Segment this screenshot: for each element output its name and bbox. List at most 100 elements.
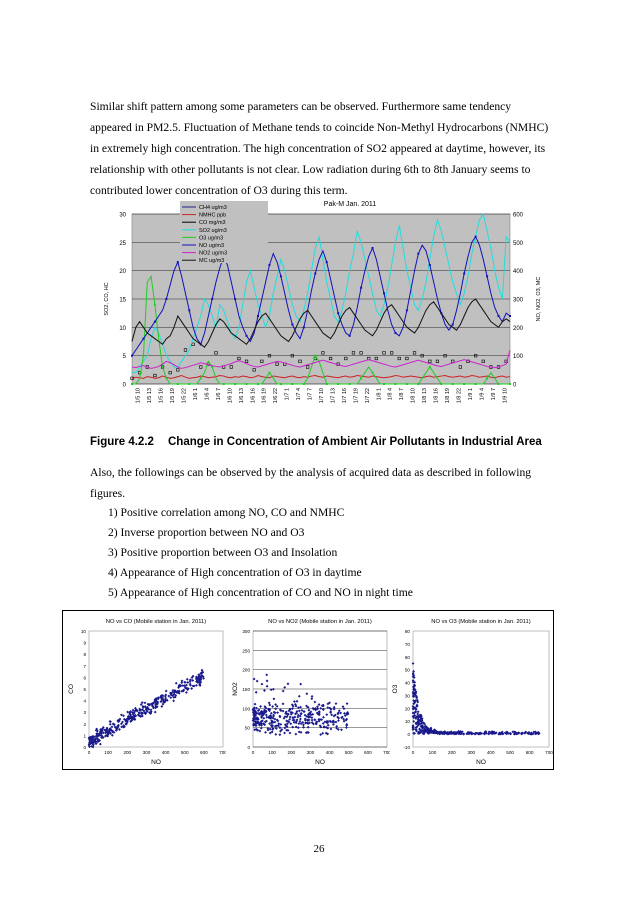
y-tick: 30: [405, 693, 411, 698]
y-tick-right: 300: [513, 298, 524, 304]
scatter-point: [411, 680, 415, 684]
scatter-point: [271, 716, 275, 720]
scatter-point: [195, 683, 198, 687]
scatter-point: [169, 693, 173, 697]
series-point: [130, 376, 134, 380]
scatter-point: [271, 727, 275, 731]
scatter-point: [414, 710, 418, 714]
scatter-point: [264, 713, 268, 717]
x-tick-label: 1/8 4: [388, 388, 394, 400]
series-point: [481, 359, 485, 363]
scatter-point: [281, 689, 285, 693]
series-marker: [371, 371, 374, 374]
scatter-point: [290, 703, 294, 707]
scatter-point: [414, 728, 418, 732]
scatter-point: [259, 720, 263, 723]
scatter-point: [411, 726, 415, 730]
scatter-point: [411, 724, 415, 728]
scatter-point: [262, 711, 266, 715]
scatter-point: [303, 713, 307, 717]
time-series-chart: Pak-M Jan. 20110510152025300100200300400…: [104, 201, 542, 403]
series-point: [260, 359, 264, 363]
scatter-point: [337, 709, 341, 713]
scatter-point: [414, 726, 418, 730]
y-tick: 8: [83, 652, 86, 657]
scatter-point: [133, 709, 137, 713]
scatter-point: [299, 711, 303, 715]
x-tick: 500: [506, 750, 514, 755]
scatter-point: [426, 729, 430, 732]
scatter-point: [289, 710, 293, 714]
y-tick: 40: [405, 681, 411, 686]
scatter-point: [330, 713, 334, 717]
series-marker: [360, 377, 363, 380]
scatter-point: [312, 722, 315, 726]
x-tick-label: 1/5 10: [136, 388, 142, 403]
x-tick: 200: [287, 750, 295, 755]
scatter-point: [505, 730, 509, 734]
scatter-point: [437, 730, 441, 734]
y-tick-right: 200: [513, 326, 524, 332]
scatter-point: [122, 725, 125, 729]
list-item: 5) Appearance of High concentration of C…: [108, 586, 413, 599]
scatter-point: [122, 717, 126, 721]
y-axis-label: CO: [68, 684, 75, 694]
series-marker: [234, 383, 237, 385]
scatter-point: [466, 730, 470, 734]
legend-label: CO mg/m3: [199, 220, 226, 226]
series-point: [344, 356, 348, 361]
x-tick-label: 1/8 10: [411, 388, 417, 403]
figure-number: Figure 4.2.2: [90, 436, 154, 448]
scatter-point: [184, 691, 188, 694]
scatter-point: [412, 720, 416, 723]
y-tick: 300: [242, 629, 250, 634]
y-axis-label-right: NO, NO2, O3, MC: [536, 277, 542, 322]
y-tick-right: 0: [513, 383, 517, 389]
scatter-point: [170, 691, 174, 694]
scatter-point: [524, 730, 528, 734]
scatter-point: [274, 732, 278, 736]
scatter-point: [116, 724, 120, 728]
scatter-point: [90, 744, 94, 748]
scatter-point: [160, 705, 164, 708]
scatter-point: [337, 719, 340, 723]
text-line: figures.: [90, 487, 126, 500]
scatter-point: [322, 715, 325, 719]
scatter-point: [133, 706, 137, 710]
y-tick: 0: [83, 745, 86, 750]
legend-label: NO2 ug/m3: [199, 251, 227, 257]
scatter-point: [497, 732, 501, 736]
scatter-point: [413, 706, 416, 710]
scatter-point: [346, 712, 350, 716]
scatter-point: [95, 732, 99, 736]
series-marker: [509, 315, 511, 317]
scatter-point: [413, 714, 417, 717]
scatter-point: [140, 701, 144, 704]
scatter-point: [273, 724, 277, 728]
scatter-point: [108, 727, 112, 730]
x-tick-label: 1/7 1: [285, 388, 291, 400]
scatter-point: [427, 731, 430, 735]
scatter-point: [252, 677, 256, 681]
scatter-point: [202, 676, 206, 680]
scatter-point: [318, 724, 322, 728]
series-point: [275, 362, 279, 366]
scatter-point: [254, 727, 258, 731]
series-point: [428, 359, 432, 363]
scatter-point: [125, 717, 129, 721]
scatter-point: [114, 728, 118, 732]
legend-label: SO2 ug/m3: [199, 228, 227, 234]
scatter-point: [438, 731, 442, 735]
scatter-point: [259, 711, 262, 715]
scatter-frame: [62, 610, 554, 770]
scatter-point: [272, 697, 276, 701]
scatter-point: [269, 688, 273, 692]
scatter-point: [94, 734, 98, 738]
series-marker: [199, 377, 202, 380]
scatter-point: [105, 727, 109, 731]
scatter-point: [343, 714, 347, 718]
series-marker: [222, 383, 225, 385]
figure-caption: Figure 4.2.2 Change in Concentration of A…: [90, 436, 542, 448]
scatter-point: [108, 722, 112, 726]
scatter-point: [416, 698, 419, 702]
